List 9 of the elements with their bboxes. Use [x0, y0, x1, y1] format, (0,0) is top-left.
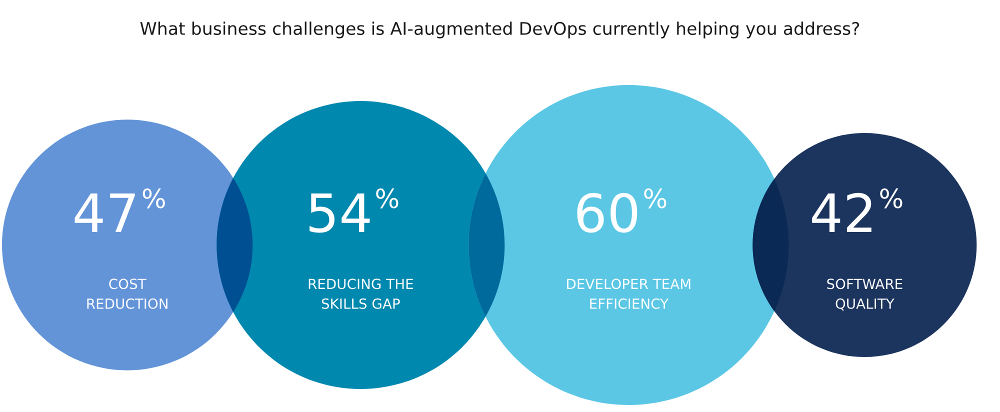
data-label: 54%	[310, 188, 398, 233]
data-label: 60%	[577, 188, 666, 233]
category-label: COST REDUCTION	[87, 278, 168, 309]
data-label: 42%	[812, 188, 902, 232]
data-label: 47%	[74, 188, 165, 232]
text: What business challenges is AI-augmented DevOps currently helping you address?	[140, 22, 860, 38]
category-label: DEVELOPER TEAM EFFICIENCY	[567, 278, 690, 309]
category-label: REDUCING THE SKILLS GAP	[308, 278, 413, 309]
category-label: SOFTWARE QUALITY	[827, 278, 902, 311]
